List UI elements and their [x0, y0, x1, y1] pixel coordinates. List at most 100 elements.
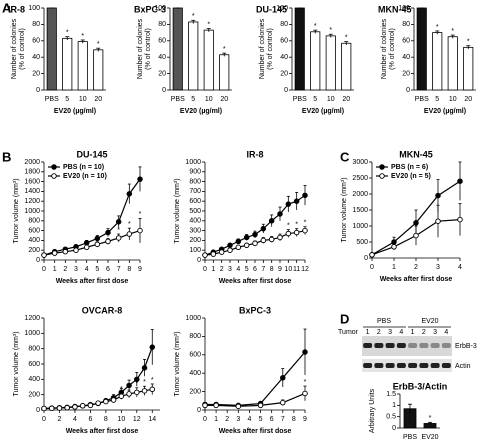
data-point: [134, 389, 140, 396]
x-tick-label: 7: [117, 266, 121, 273]
x-tick-label: 1: [392, 264, 396, 271]
chart-title: IR-8: [8, 4, 25, 14]
panel-letter: A: [2, 0, 12, 15]
x-tick-label: 1: [214, 416, 218, 423]
band: [385, 343, 395, 348]
data-point: [302, 192, 308, 199]
data-point: [391, 244, 397, 250]
y-tick-label: 0: [197, 257, 201, 264]
x-tick-label: 10: [327, 96, 335, 103]
x-tick-label: 10: [79, 96, 87, 103]
x-tick-label: 9: [278, 266, 282, 273]
y-tick-label: 100: [189, 247, 201, 254]
data-point: [293, 198, 300, 204]
data-point: [105, 229, 111, 236]
group-label: PBS: [377, 318, 391, 325]
band: [374, 363, 384, 368]
legend-label: EV20 (n = 10): [63, 173, 107, 180]
y-tick-label: 20: [32, 70, 40, 77]
data-point: [202, 252, 208, 258]
y-tick-label: 100: [28, 5, 40, 12]
y-axis-label: (% of control): [389, 28, 396, 70]
y-tick-label: 0: [392, 425, 396, 432]
data-point: [457, 216, 463, 223]
data-point: [213, 402, 219, 409]
data-point: [115, 219, 122, 225]
y-tick-label: 800: [189, 178, 201, 185]
y-tick-label: 80: [402, 21, 410, 28]
data-point: [435, 218, 441, 224]
data-point: [103, 398, 109, 405]
band-label: Actin: [455, 363, 471, 370]
data-point: [137, 176, 143, 182]
series-line: [43, 230, 141, 256]
y-tick-label: 20: [402, 70, 410, 77]
tumor-label: Tumor: [338, 329, 359, 336]
data-point: [260, 225, 267, 232]
x-tick-label: 6: [106, 266, 110, 273]
data-point: [302, 390, 308, 397]
legend-label: EV20 (n = 5): [391, 173, 431, 180]
bar: [93, 49, 104, 91]
x-tick-label: 6: [253, 266, 257, 273]
y-tick-label: 40: [158, 54, 166, 61]
data-point: [141, 365, 148, 371]
data-point: [369, 252, 375, 258]
x-tick-label: PBS: [171, 96, 185, 103]
data-point: [95, 400, 101, 406]
panel-letter: C: [340, 149, 350, 164]
data-point: [126, 191, 133, 197]
lane-label: 1: [366, 329, 370, 336]
lane-label: 3: [388, 329, 392, 336]
lane-label: 3: [433, 329, 437, 336]
x-axis-label: Weeks after first dose: [56, 278, 129, 285]
y-axis-label: Tumor volume (mm³): [341, 177, 348, 242]
chart-title: MKN-45: [399, 149, 433, 159]
y-axis-label: Number of colonies: [137, 18, 144, 79]
x-tick-label: 2: [414, 264, 418, 271]
data-point: [141, 388, 148, 394]
bar: [219, 54, 230, 91]
data-point: [41, 252, 47, 258]
data-point: [51, 250, 58, 256]
data-point: [72, 404, 78, 410]
band: [430, 363, 440, 368]
y-axis-label: (% of control): [267, 28, 274, 70]
y-axis-label: Tumor volume (mm³): [13, 331, 20, 396]
y-tick-label: 100: [398, 5, 410, 12]
band: [396, 363, 406, 368]
data-point: [268, 236, 275, 243]
y-tick-label: 400: [189, 370, 201, 377]
x-tick-label: 0: [203, 266, 207, 273]
x-tick-label: 7: [281, 416, 285, 423]
data-point: [277, 234, 283, 241]
y-tick-label: 40: [280, 54, 288, 61]
x-tick-label: 2: [58, 416, 62, 423]
y-tick-label: 800: [28, 218, 40, 225]
y-axis-label: Number of colonies: [11, 18, 18, 79]
y-tick-label: 400: [189, 218, 201, 225]
y-tick-label: 1.5: [386, 391, 396, 398]
x-tick-label: 5: [435, 96, 439, 103]
chart-title: DU-145: [256, 4, 287, 14]
y-axis-label: (% of control): [145, 28, 152, 70]
y-tick-label: 0.5: [386, 414, 396, 421]
data-point: [118, 393, 125, 399]
y-tick-label: 200: [28, 247, 40, 254]
data-point: [149, 344, 156, 350]
significance-star: *: [120, 386, 123, 393]
y-tick-label: 1200: [24, 198, 40, 205]
y-tick-label: 40: [402, 54, 410, 61]
significance-star: *: [345, 34, 348, 41]
x-tick-label: 3: [74, 266, 78, 273]
x-axis-label: EV20 (µg/ml): [424, 108, 466, 115]
bar: [77, 41, 88, 91]
x-tick-label: 20: [464, 96, 472, 103]
y-tick-label: 100: [154, 5, 166, 12]
band: [363, 363, 373, 368]
group-label: EV20: [421, 318, 438, 325]
x-tick-label: 0: [203, 416, 207, 423]
data-point: [413, 220, 419, 226]
bar: [294, 7, 305, 91]
x-tick-label: 20: [220, 96, 228, 103]
